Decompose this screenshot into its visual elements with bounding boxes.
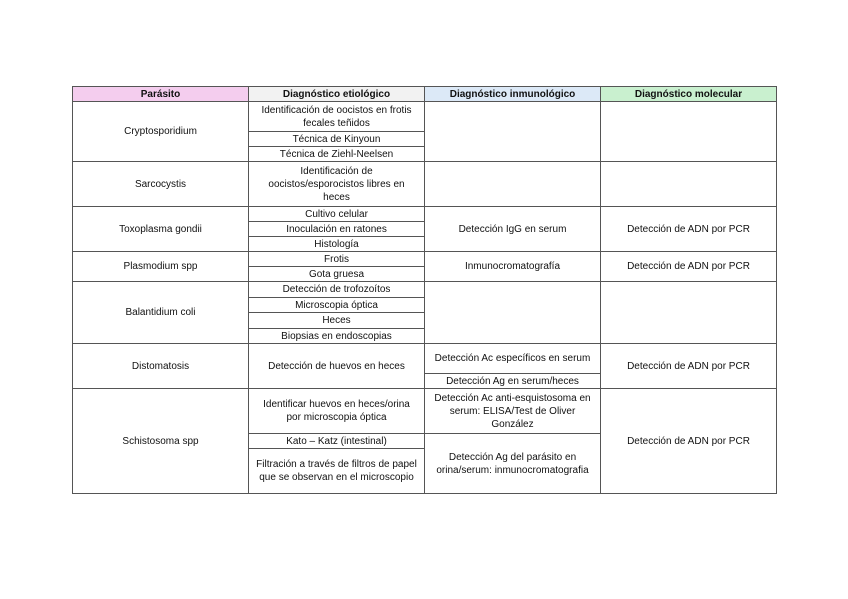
etiologic-diagnosis: Microscopia óptica xyxy=(248,297,425,313)
etiologic-diagnosis: Detección de huevos en heces xyxy=(248,343,425,389)
immunologic-diagnosis xyxy=(424,281,601,344)
column-header: Diagnóstico etiológico xyxy=(248,86,425,102)
etiologic-diagnosis: Filtración a través de filtros de papel … xyxy=(248,448,425,494)
etiologic-diagnosis: Inoculación en ratones xyxy=(248,221,425,237)
etiologic-diagnosis: Identificación de oocistos/esporocistos … xyxy=(248,161,425,207)
etiologic-diagnosis: Identificación de oocistos en frotis fec… xyxy=(248,101,425,132)
immunologic-diagnosis xyxy=(424,161,601,207)
parasite-name: Plasmodium spp xyxy=(72,251,249,282)
immunologic-diagnosis: Detección Ag del parásito en orina/serum… xyxy=(424,433,601,494)
parasite-name: Sarcocystis xyxy=(72,161,249,207)
immunologic-diagnosis: Detección IgG en serum xyxy=(424,206,601,252)
molecular-diagnosis: Detección de ADN por PCR xyxy=(600,343,777,389)
immunologic-diagnosis: Detección Ag en serum/heces xyxy=(424,373,601,389)
etiologic-diagnosis: Cultivo celular xyxy=(248,206,425,222)
parasite-name: Distomatosis xyxy=(72,343,249,389)
immunologic-diagnosis xyxy=(424,101,601,162)
molecular-diagnosis xyxy=(600,281,777,344)
parasite-name: Cryptosporidium xyxy=(72,101,249,162)
etiologic-diagnosis: Detección de trofozoítos xyxy=(248,281,425,298)
parasite-name: Toxoplasma gondii xyxy=(72,206,249,252)
molecular-diagnosis: Detección de ADN por PCR xyxy=(600,388,777,494)
etiologic-diagnosis: Histología xyxy=(248,236,425,252)
etiologic-diagnosis: Técnica de Ziehl-Neelsen xyxy=(248,146,425,162)
etiologic-diagnosis: Biopsias en endoscopias xyxy=(248,328,425,344)
etiologic-diagnosis: Técnica de Kinyoun xyxy=(248,131,425,147)
etiologic-diagnosis: Gota gruesa xyxy=(248,266,425,282)
immunologic-diagnosis: Detección Ac anti-esquistosoma en serum:… xyxy=(424,388,601,434)
immunologic-diagnosis: Inmunocromatografía xyxy=(424,251,601,282)
column-header: Diagnóstico molecular xyxy=(600,86,777,102)
molecular-diagnosis xyxy=(600,101,777,162)
immunologic-diagnosis: Detección Ac específicos en serum xyxy=(424,343,601,374)
parasite-name: Schistosoma spp xyxy=(72,388,249,494)
etiologic-diagnosis: Heces xyxy=(248,312,425,329)
etiologic-diagnosis: Frotis xyxy=(248,251,425,267)
molecular-diagnosis xyxy=(600,161,777,207)
molecular-diagnosis: Detección de ADN por PCR xyxy=(600,251,777,282)
molecular-diagnosis: Detección de ADN por PCR xyxy=(600,206,777,252)
parasite-name: Balantidium coli xyxy=(72,281,249,344)
etiologic-diagnosis: Identificar huevos en heces/orina por mi… xyxy=(248,388,425,434)
column-header: Parásito xyxy=(72,86,249,102)
column-header: Diagnóstico inmunológico xyxy=(424,86,601,102)
etiologic-diagnosis: Kato – Katz (intestinal) xyxy=(248,433,425,449)
